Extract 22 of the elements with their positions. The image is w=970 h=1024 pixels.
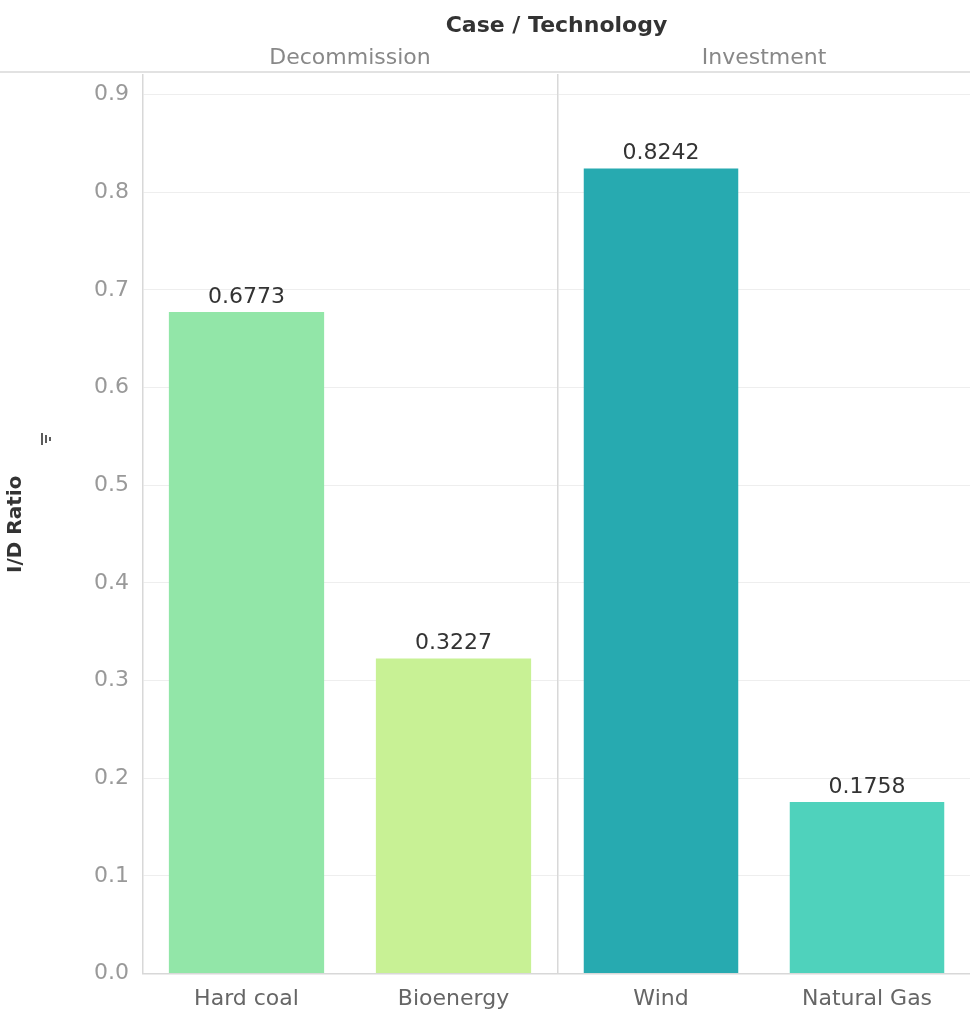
x-tick-label: Natural Gas xyxy=(801,984,933,1010)
y-tick-label: 0.6 xyxy=(94,373,129,399)
x-tick-label: Wind xyxy=(633,984,689,1010)
y-tick-label: 0.9 xyxy=(94,80,129,106)
chart-subtitle: Investment xyxy=(701,43,827,69)
y-tick-label: 0.8 xyxy=(94,177,129,203)
chart-subtitle: Decommission xyxy=(269,43,431,69)
y-tick-label: 0.1 xyxy=(94,861,129,887)
y-tick-label: 0.2 xyxy=(94,763,129,789)
y-tick-label: 0.5 xyxy=(94,470,129,496)
data-label: 0.6773 xyxy=(208,282,285,308)
data-label: 0.1758 xyxy=(828,772,906,798)
y-tick-label: 0.3 xyxy=(94,666,129,692)
y-tick-label: 0.7 xyxy=(94,275,129,301)
y-axis-title: I/D Ratio xyxy=(2,475,27,573)
data-label: 0.3227 xyxy=(415,629,492,655)
data-label: 0.8242 xyxy=(622,139,700,165)
y-tick-label: 0.4 xyxy=(94,568,129,594)
y-tick-label: 0.0 xyxy=(94,959,129,985)
x-tick-label: Bioenergy xyxy=(397,984,510,1010)
x-tick-label: Hard coal xyxy=(194,984,299,1010)
chart-title: Case / Technology xyxy=(444,12,669,37)
